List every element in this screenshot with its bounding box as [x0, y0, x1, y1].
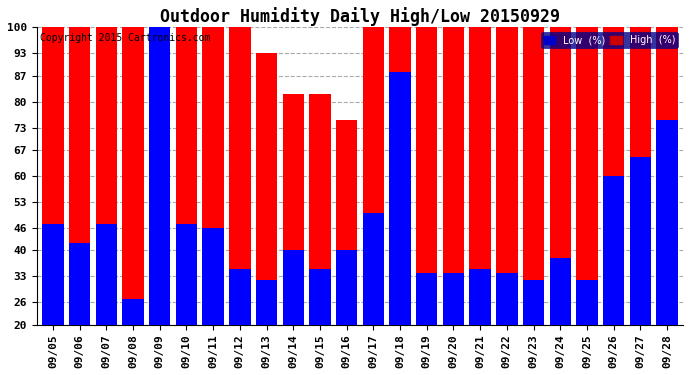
Bar	[229, 27, 250, 325]
Bar	[416, 27, 437, 325]
Bar	[309, 94, 331, 325]
Bar	[336, 120, 357, 325]
Bar	[202, 228, 224, 325]
Bar	[576, 27, 598, 325]
Bar	[443, 273, 464, 325]
Bar	[389, 72, 411, 325]
Bar	[656, 27, 678, 325]
Bar	[283, 250, 304, 325]
Bar	[630, 158, 651, 325]
Bar	[416, 273, 437, 325]
Bar	[283, 94, 304, 325]
Bar	[549, 258, 571, 325]
Title: Outdoor Humidity Daily High/Low 20150929: Outdoor Humidity Daily High/Low 20150929	[160, 7, 560, 26]
Legend: Low  (%), High  (%): Low (%), High (%)	[541, 32, 678, 48]
Bar	[42, 224, 63, 325]
Bar	[42, 27, 63, 325]
Bar	[336, 250, 357, 325]
Bar	[363, 27, 384, 325]
Bar	[122, 27, 144, 325]
Bar	[229, 269, 250, 325]
Bar	[549, 27, 571, 325]
Bar	[656, 120, 678, 325]
Bar	[176, 27, 197, 325]
Bar	[256, 280, 277, 325]
Bar	[603, 27, 624, 325]
Bar	[69, 243, 90, 325]
Bar	[576, 280, 598, 325]
Bar	[389, 27, 411, 325]
Bar	[96, 27, 117, 325]
Text: Copyright 2015 Cartronics.com: Copyright 2015 Cartronics.com	[40, 33, 210, 44]
Bar	[202, 27, 224, 325]
Bar	[309, 269, 331, 325]
Bar	[443, 27, 464, 325]
Bar	[496, 27, 518, 325]
Bar	[496, 273, 518, 325]
Bar	[149, 27, 170, 325]
Bar	[469, 27, 491, 325]
Bar	[523, 280, 544, 325]
Bar	[96, 224, 117, 325]
Bar	[363, 213, 384, 325]
Bar	[523, 27, 544, 325]
Bar	[603, 176, 624, 325]
Bar	[149, 27, 170, 325]
Bar	[256, 54, 277, 325]
Bar	[69, 27, 90, 325]
Bar	[630, 27, 651, 325]
Bar	[176, 224, 197, 325]
Bar	[469, 269, 491, 325]
Bar	[122, 298, 144, 325]
